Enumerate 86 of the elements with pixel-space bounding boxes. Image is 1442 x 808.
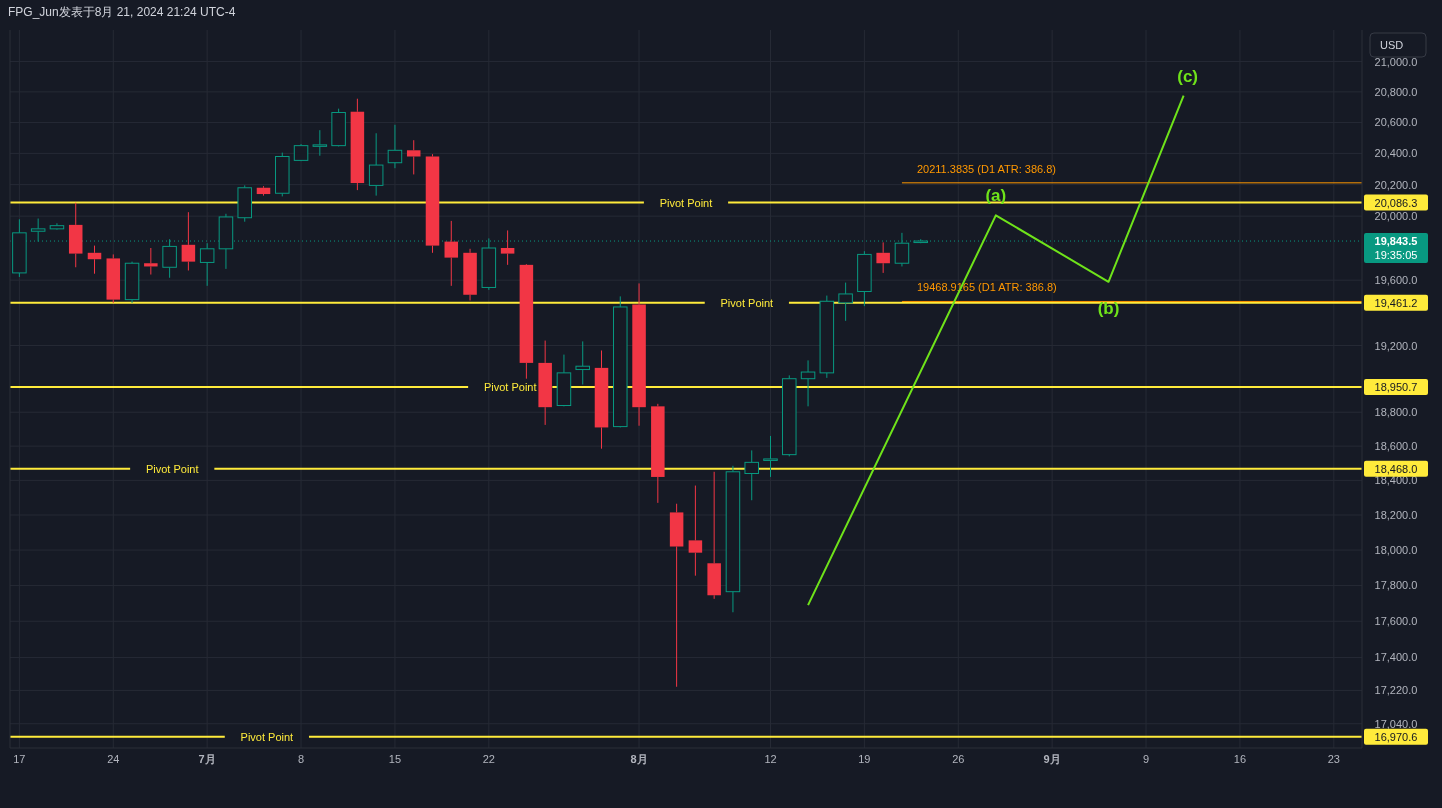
x-tick-label: 16: [1233, 753, 1247, 765]
candlestick: [444, 220, 459, 287]
candlestick: [857, 250, 872, 307]
x-tick-label: 15: [388, 753, 402, 765]
x-tick-label: 23: [1327, 753, 1340, 765]
text: 18,468.0: [1374, 462, 1418, 475]
ref-line-label: Pivot Point: [145, 462, 199, 475]
x-tick-label: 8: [297, 753, 305, 765]
y-tick-label: 17,600.0: [1374, 615, 1418, 628]
x-tick-label: 24: [107, 753, 120, 765]
ref-line-label: Pivot Point: [659, 196, 713, 209]
text: 16,970.6: [1374, 730, 1418, 743]
y-tick-label: 18,600.0: [1374, 440, 1418, 453]
y-tick-label: 20,200.0: [1374, 178, 1418, 191]
x-tick-label: 9: [1142, 753, 1150, 765]
candlestick: [688, 485, 703, 577]
ref-line-label: Pivot Point: [483, 380, 537, 393]
x-tick-label: 7月: [198, 753, 216, 765]
y-tick-label: 18,000.0: [1374, 544, 1418, 557]
candlestick: [876, 241, 890, 274]
candlestick: [744, 449, 759, 501]
line-series: [807, 94, 1185, 607]
y-tick-label: 17,400.0: [1374, 651, 1418, 664]
candlestick: [538, 340, 552, 426]
y-tick-label: 20,600.0: [1374, 116, 1418, 129]
candlestick: [575, 340, 590, 386]
y-tick-label: 20,400.0: [1374, 147, 1418, 160]
y-tick-label: 20,000.0: [1374, 210, 1418, 223]
annotation: (c): [1177, 66, 1198, 86]
chart-title: FPG_Jun发表于8月 21, 2024 21:24 UTC-4: [8, 5, 236, 19]
candlestick: [481, 237, 497, 291]
x-tick-label: 8月: [630, 753, 648, 765]
x-tick-label: 17: [13, 753, 26, 765]
candlestick: [425, 153, 440, 254]
y-tick-label: 19,200.0: [1374, 339, 1418, 352]
y-tick-label: 21,000.0: [1374, 55, 1418, 68]
candlestick: [256, 185, 271, 197]
candlestick: [894, 232, 910, 267]
ref-line-label: Pivot Point: [240, 730, 294, 743]
candlestick: [237, 184, 252, 223]
candlestick: [594, 349, 609, 450]
x-tick-label: 26: [952, 753, 965, 765]
candlestick: [162, 238, 177, 279]
candlestick: [106, 253, 121, 304]
text: 20,086.3: [1374, 196, 1418, 209]
candlestick: [632, 282, 646, 427]
annotation: (a): [985, 186, 1007, 206]
candlestick: [725, 465, 741, 613]
y-tick-label: 17,040.0: [1374, 717, 1418, 730]
y-tick-label: 19,600.0: [1374, 274, 1418, 287]
candlestick: [368, 132, 384, 197]
x-tick-label: 19: [858, 753, 871, 765]
candlestick: [68, 202, 83, 268]
text: 19,843.5: [1374, 235, 1418, 248]
x-tick-label: 12: [764, 753, 777, 765]
ref-line-label: 20211.3835 (D1 ATR: 386.8): [916, 162, 1056, 175]
candlestick: [463, 248, 477, 301]
ref-line-label: Pivot Point: [720, 296, 774, 309]
x-tick-label: 9月: [1043, 753, 1061, 765]
y-tick-label: 17,220.0: [1374, 684, 1418, 697]
candlestick: [838, 282, 853, 322]
candlestick: [30, 218, 46, 243]
candlestick: [87, 245, 102, 275]
candlestick: [500, 229, 515, 266]
candlestick: [218, 213, 234, 270]
annotation: (b): [1097, 298, 1120, 318]
y-tick-label: 18,400.0: [1374, 474, 1418, 487]
y-tick-label: 17,800.0: [1374, 579, 1418, 592]
candlestick: [406, 139, 421, 175]
y-tick-label: 20,800.0: [1374, 85, 1418, 98]
candlestick: [144, 247, 158, 276]
candlestick: [519, 264, 534, 380]
candlestick: [800, 359, 816, 407]
candlestick: [387, 124, 403, 169]
text: 19:35:05: [1374, 249, 1418, 262]
candlestick: [763, 435, 778, 478]
y-tick-label: 18,200.0: [1374, 509, 1418, 522]
text: 19,461.2: [1374, 296, 1418, 309]
candlestick: [707, 471, 721, 600]
text: 18,950.7: [1374, 380, 1418, 393]
y-axis-title: USD: [1380, 39, 1404, 51]
y-tick-label: 18,800.0: [1374, 406, 1418, 419]
candlestick: [350, 98, 365, 191]
candlestick: [124, 261, 140, 304]
candlestick: [312, 129, 328, 157]
x-tick-label: 22: [482, 753, 495, 765]
